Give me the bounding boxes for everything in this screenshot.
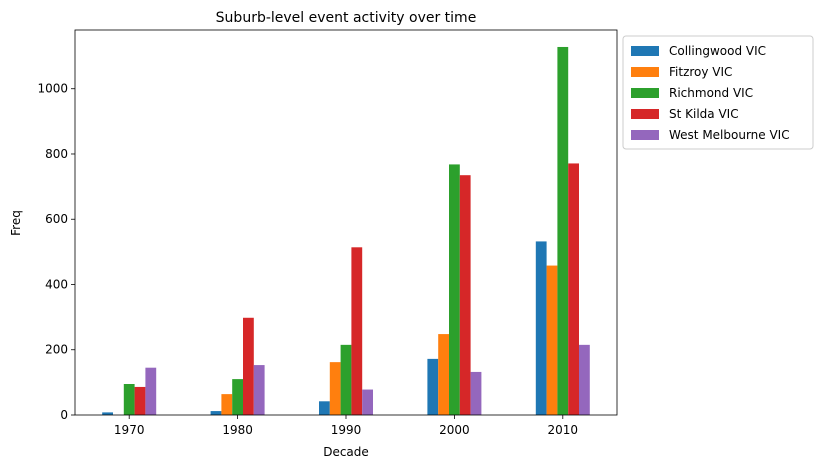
- y-axis-label: Freq: [9, 210, 23, 236]
- y-tick-label: 600: [45, 212, 68, 226]
- bars-group: [102, 46, 590, 415]
- bar-collingwood-vic-1980: [210, 411, 222, 415]
- bar-west-melbourne-vic-2000: [470, 371, 482, 415]
- x-tick-label: 1990: [331, 423, 362, 437]
- legend-label: Fitzroy VIC: [669, 65, 732, 79]
- legend-label: West Melbourne VIC: [669, 128, 790, 142]
- legend-swatch: [631, 109, 659, 119]
- legend-label: Collingwood VIC: [669, 44, 766, 58]
- bar-collingwood-vic-1990: [319, 401, 330, 415]
- legend-frame: [622, 35, 814, 150]
- y-tick-label: 800: [45, 147, 68, 161]
- bar-fitzroy-vic-1980: [221, 394, 233, 415]
- bar-richmond-vic-2010: [557, 46, 569, 415]
- bar-richmond-vic-1970: [123, 384, 135, 415]
- bar-west-melbourne-vic-2010: [579, 344, 590, 415]
- bar-st-kilda-vic-1970: [134, 386, 146, 415]
- bar-richmond-vic-2000: [449, 164, 460, 415]
- bar-richmond-vic-1990: [340, 344, 352, 415]
- bar-collingwood-vic-1970: [102, 412, 113, 415]
- bar-collingwood-vic-2010: [535, 241, 547, 415]
- x-tick-label: 1970: [114, 423, 145, 437]
- bar-fitzroy-vic-1990: [329, 362, 341, 415]
- y-tick-label: 400: [45, 277, 68, 291]
- x-tick-label: 1980: [222, 423, 253, 437]
- axes-group: 1970 1980 1990 2000 2010 0 200 400 600 800 1000: [37, 29, 618, 437]
- bar-richmond-vic-1980: [232, 379, 243, 415]
- legend-swatch: [631, 130, 659, 140]
- bar-fitzroy-vic-2000: [438, 334, 449, 415]
- legend-swatch: [631, 88, 659, 98]
- legend: Collingwood VIC Fitzroy VIC Richmond VIC St…: [622, 35, 814, 150]
- bar-fitzroy-vic-2010: [546, 265, 558, 415]
- legend-label: Richmond VIC: [669, 86, 753, 100]
- x-tick-label: 2000: [439, 423, 470, 437]
- bar-west-melbourne-vic-1970: [145, 367, 157, 415]
- x-axis-label: Decade: [323, 445, 369, 459]
- bar-st-kilda-vic-2010: [568, 163, 579, 415]
- bar-st-kilda-vic-2000: [459, 175, 471, 415]
- y-tick-label: 1000: [37, 82, 68, 96]
- y-tick-label: 0: [60, 408, 68, 422]
- x-tick-label: 2010: [548, 423, 579, 437]
- bar-st-kilda-vic-1980: [243, 317, 254, 415]
- bar-collingwood-vic-2000: [427, 358, 439, 415]
- legend-swatch: [631, 46, 659, 56]
- legend-label: St Kilda VIC: [669, 107, 739, 121]
- bar-st-kilda-vic-1990: [351, 247, 363, 415]
- chart-title: Suburb-level event activity over time: [216, 10, 477, 26]
- legend-swatch: [631, 67, 659, 77]
- y-tick-label: 200: [45, 343, 68, 357]
- bar-west-melbourne-vic-1980: [253, 365, 265, 415]
- bar-west-melbourne-vic-1990: [362, 389, 373, 415]
